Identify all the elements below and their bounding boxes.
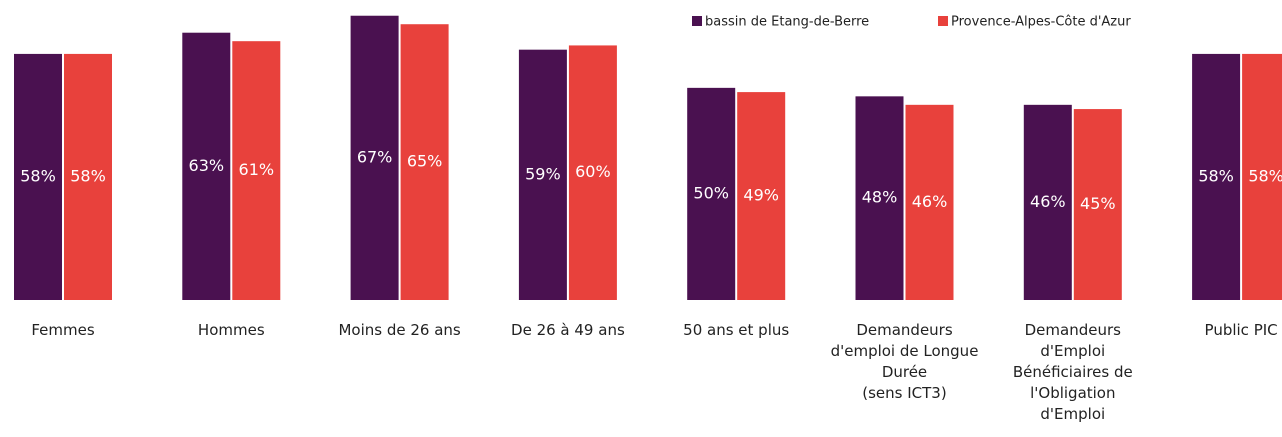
bar [1242, 53, 1282, 300]
bar [1023, 104, 1072, 300]
bar [182, 32, 231, 300]
x-tick-label: Moins de 26 ans [338, 321, 460, 339]
data-label: 45% [1080, 194, 1116, 213]
data-label: 49% [743, 186, 779, 205]
legend-label: bassin de Etang-de-Berre [705, 15, 869, 30]
data-label: 63% [189, 156, 225, 175]
bar [14, 53, 62, 300]
bar [855, 96, 904, 300]
data-label: 59% [525, 164, 561, 183]
bar [64, 53, 112, 300]
bar [518, 49, 567, 300]
data-label: 58% [20, 166, 56, 185]
bar [905, 104, 954, 300]
legend-swatch [692, 16, 702, 26]
x-tick-label: De 26 à 49 ans [511, 321, 625, 339]
data-label: 60% [575, 162, 611, 181]
data-label: 58% [70, 166, 106, 185]
bar [350, 15, 399, 300]
x-tick-label: Hommes [198, 321, 265, 339]
data-label: 65% [407, 152, 443, 171]
bar [687, 87, 736, 300]
data-label: 46% [912, 192, 948, 211]
bar [1073, 109, 1122, 300]
legend-swatch [938, 16, 948, 26]
bar [737, 92, 786, 300]
x-tick-label: 50 ans et plus [683, 321, 789, 339]
bar [568, 45, 617, 300]
data-label: 50% [693, 183, 729, 202]
data-label: 58% [1248, 166, 1282, 185]
data-label: 58% [1198, 166, 1234, 185]
data-label: 67% [357, 147, 393, 166]
x-tick-label: Demandeurs d'emploi de Longue Durée (sens I… [831, 321, 979, 402]
x-tick-label: Public PIC [1205, 321, 1278, 339]
bar [400, 24, 449, 300]
data-label: 61% [239, 160, 275, 179]
legend-label: Provence-Alpes-Côte d'Azur [951, 15, 1131, 30]
bar [1192, 53, 1241, 300]
bar [232, 41, 281, 300]
data-label: 48% [862, 188, 898, 207]
x-tick-label: Femmes [31, 321, 94, 339]
x-tick-label: Demandeurs d'Emploi Bénéficiaires de l'Obli… [1013, 321, 1133, 423]
data-label: 46% [1030, 192, 1066, 211]
